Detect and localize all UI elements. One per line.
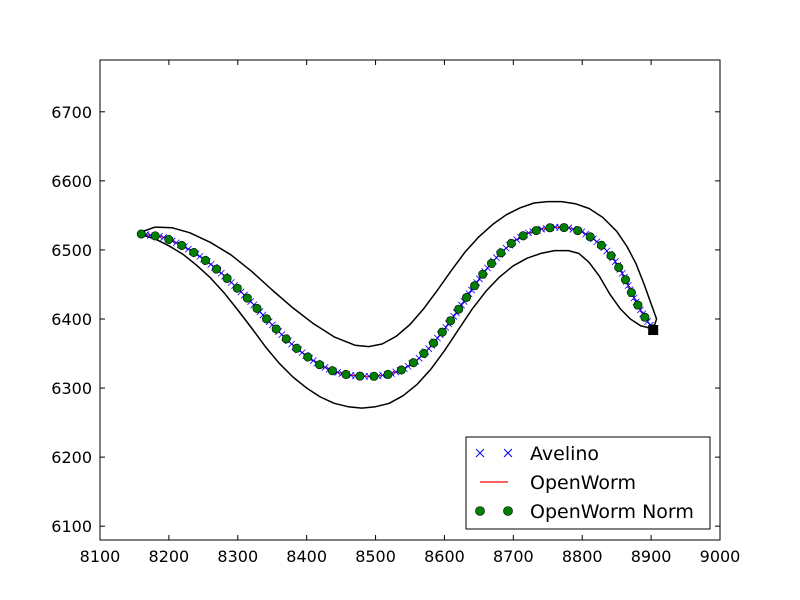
openworm-norm-point xyxy=(419,348,429,358)
legend-marker-openworm_norm xyxy=(475,506,485,516)
openworm-norm-point xyxy=(518,231,528,241)
openworm-norm-point xyxy=(164,235,174,245)
openworm-norm-point xyxy=(177,240,187,250)
openworm-norm-point xyxy=(327,366,337,376)
x-tick-label: 8700 xyxy=(493,547,534,566)
openworm-norm-point xyxy=(585,232,595,242)
openworm-norm-point xyxy=(496,248,506,258)
openworm-norm-point xyxy=(189,248,199,258)
y-tick-label: 6200 xyxy=(51,448,92,467)
openworm-norm-point xyxy=(303,352,313,362)
y-tick-label: 6100 xyxy=(51,517,92,536)
openworm-norm-point xyxy=(281,334,291,344)
openworm-norm-point xyxy=(606,251,616,261)
y-tick-label: 6500 xyxy=(51,241,92,260)
legend-marker-avelino xyxy=(503,448,513,458)
openworm-norm-point xyxy=(596,240,606,250)
legend-marker-openworm_norm xyxy=(503,506,513,516)
x-tick-label: 8300 xyxy=(217,547,258,566)
openworm-norm-point xyxy=(408,358,418,368)
openworm-norm-point xyxy=(271,324,281,334)
openworm-norm-point xyxy=(531,226,541,236)
openworm-norm-point xyxy=(341,369,351,379)
openworm-norm-point xyxy=(355,371,365,381)
y-tick-label: 6600 xyxy=(51,172,92,191)
openworm-norm-point xyxy=(428,338,438,348)
contour-upper-line xyxy=(141,200,658,348)
legend-label-openworm: OpenWorm xyxy=(530,472,636,494)
x-tick-label: 9000 xyxy=(700,547,741,566)
openworm-norm-point xyxy=(369,371,379,381)
openworm-norm-point xyxy=(261,314,271,324)
openworm-norm-point xyxy=(212,264,222,274)
openworm-norm-point xyxy=(478,269,488,279)
openworm-norm-point xyxy=(469,281,479,291)
openworm-norm-point xyxy=(506,238,516,248)
openworm-norm-point xyxy=(136,229,146,239)
y-tick-label: 6300 xyxy=(51,379,92,398)
y-tick-label: 6700 xyxy=(51,103,92,122)
plot-area xyxy=(136,200,659,409)
legend-label-openworm_norm: OpenWorm Norm xyxy=(530,501,694,523)
openworm-norm-point xyxy=(626,287,636,297)
openworm-norm-point xyxy=(232,283,242,293)
openworm-norm-point xyxy=(446,316,456,326)
openworm-norm-point xyxy=(396,365,406,375)
contour-lower-line xyxy=(141,233,654,409)
openworm-norm-point xyxy=(252,303,262,313)
x-tick-label: 8100 xyxy=(80,547,121,566)
x-tick-label: 8800 xyxy=(562,547,603,566)
end-square-marker xyxy=(648,325,659,336)
openworm-norm-point xyxy=(573,226,583,236)
legend-marker-avelino xyxy=(475,448,485,458)
axes-frame xyxy=(99,59,721,541)
x-tick-label: 8500 xyxy=(355,547,396,566)
openworm-norm-point xyxy=(614,262,624,272)
openworm-norm-point xyxy=(383,369,393,379)
openworm-norm-point xyxy=(201,255,211,265)
x-tick-label: 8900 xyxy=(631,547,672,566)
legend-label-avelino: Avelino xyxy=(530,443,599,465)
openworm-norm-point xyxy=(633,300,643,310)
x-tick-label: 8400 xyxy=(286,547,327,566)
openworm-norm-point xyxy=(437,327,447,337)
openworm-norm-point xyxy=(242,293,252,303)
legend: Avelino OpenWorm OpenWorm Norm xyxy=(465,436,711,530)
y-tick-label: 6400 xyxy=(51,310,92,329)
openworm-norm-point xyxy=(454,304,464,314)
openworm-norm-point xyxy=(222,273,232,283)
openworm-norm-point xyxy=(461,292,471,302)
openworm-norm-point xyxy=(620,275,630,285)
x-tick-label: 8600 xyxy=(424,547,465,566)
openworm-norm-point xyxy=(150,231,160,241)
x-tick-label: 8200 xyxy=(149,547,190,566)
openworm-norm-point xyxy=(559,223,569,233)
openworm-norm-point xyxy=(640,312,650,322)
openworm-norm-point xyxy=(315,360,325,370)
openworm-norm-point xyxy=(486,258,496,268)
openworm-norm-point xyxy=(545,223,555,233)
openworm-norm-point xyxy=(292,343,302,353)
axis-ticks: 8100 8200 8300 8400 8500 8600 8700 8800 8900 9000… xyxy=(51,60,740,566)
